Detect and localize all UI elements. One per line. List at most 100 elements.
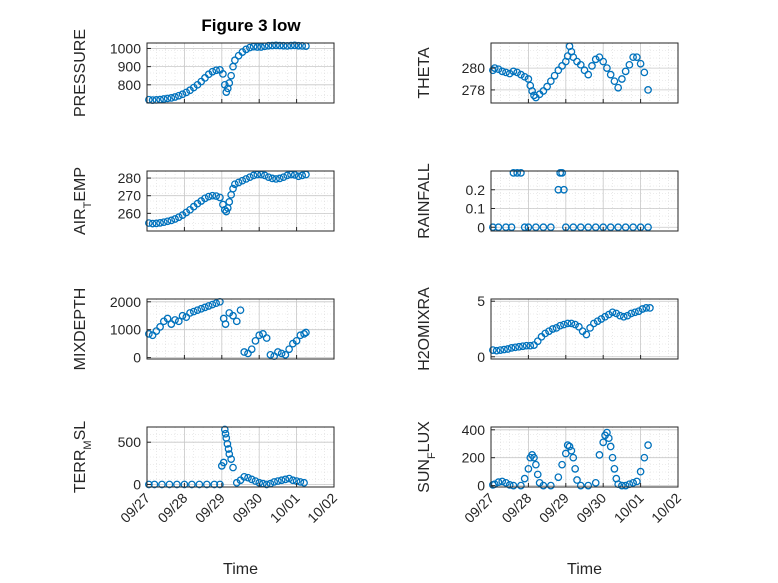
data-point [163, 314, 172, 323]
data-point [188, 480, 196, 489]
subplot-5: 0 1000 2000 MIXDEPTH [72, 288, 335, 371]
data-point [234, 51, 243, 60]
data-point [173, 480, 181, 489]
data-point [554, 66, 563, 75]
data-point [621, 67, 630, 76]
data-point [224, 445, 233, 453]
axes-box [490, 298, 679, 360]
data-point [204, 192, 213, 201]
data-point [625, 60, 634, 69]
data-point [208, 300, 217, 309]
data-point [539, 481, 548, 490]
data-point [599, 438, 608, 447]
data-point [266, 350, 275, 359]
data-point [222, 207, 231, 216]
data-point [197, 304, 206, 313]
data-point [302, 328, 310, 337]
data-point [563, 319, 572, 328]
data-point [636, 467, 645, 476]
data-point [520, 72, 529, 81]
y-tick-label: 1000 [110, 40, 141, 56]
data-point [558, 62, 566, 70]
data-point [272, 41, 280, 50]
data-point [618, 75, 626, 83]
data-point [520, 223, 529, 232]
data-point [593, 317, 602, 326]
data-point [242, 175, 250, 183]
data-point [603, 64, 611, 72]
data-point [300, 330, 308, 338]
data-point [623, 311, 632, 320]
data-point [249, 171, 258, 180]
data-point [640, 453, 649, 462]
data-point [296, 478, 305, 486]
data-point [174, 317, 183, 326]
data-point [232, 317, 241, 326]
data-point [498, 477, 507, 486]
data-point [556, 321, 565, 330]
data-point [178, 311, 187, 320]
data-point [159, 218, 168, 227]
data-point [545, 327, 553, 336]
data-point [505, 69, 514, 78]
data-point [644, 441, 652, 449]
axes-box [146, 298, 335, 360]
data-point [640, 68, 649, 77]
y-tick-label: 500 [118, 434, 142, 450]
data-point [543, 82, 551, 91]
data-point [285, 474, 293, 483]
x-tick-label: 09/30 [573, 490, 609, 526]
data-point [526, 341, 535, 350]
data-point [222, 88, 231, 96]
data-point [522, 341, 531, 350]
data-point [163, 217, 172, 226]
y-axis-label: MIXDEPTH [72, 288, 89, 371]
data-point [231, 56, 239, 65]
data-point [558, 169, 566, 177]
data-point [281, 475, 290, 484]
data-point [294, 172, 303, 181]
data-point [255, 331, 264, 340]
x-tick-label: 09/27 [117, 490, 153, 526]
axes-box [146, 426, 335, 488]
data-point [629, 478, 637, 487]
data-point [240, 348, 249, 356]
data-point [182, 88, 191, 97]
data-point [204, 302, 213, 310]
data-point [588, 62, 596, 70]
axes-box [490, 42, 679, 104]
y-tick-label: 0 [477, 478, 485, 494]
y-axis-label: TERRMSL [72, 421, 94, 493]
data-point [517, 169, 525, 177]
data-point [167, 94, 176, 102]
data-point [148, 219, 157, 228]
data-point [189, 307, 198, 316]
data-point [576, 223, 585, 232]
data-point [627, 309, 636, 318]
data-point [532, 460, 540, 469]
data-point [274, 477, 282, 485]
y-axis-label: H2OMIXRA [416, 287, 433, 371]
data-point [621, 223, 630, 232]
data-point [212, 192, 221, 200]
data-point [171, 93, 179, 101]
data-point [238, 176, 247, 185]
data-point [158, 480, 166, 489]
data-point [167, 320, 176, 328]
data-point [507, 344, 516, 352]
data-point [541, 329, 550, 338]
data-point [591, 223, 600, 232]
data-point [500, 345, 508, 354]
axes-box [490, 170, 679, 232]
data-point [283, 171, 292, 180]
y-tick-label: 278 [462, 82, 486, 98]
data-point [150, 480, 159, 489]
data-point [539, 87, 548, 95]
series-markers [145, 297, 310, 361]
data-point [300, 478, 308, 487]
data-point [509, 481, 518, 490]
data-point [201, 303, 209, 312]
data-point [608, 453, 617, 462]
data-point [621, 481, 630, 490]
data-point [186, 309, 194, 317]
